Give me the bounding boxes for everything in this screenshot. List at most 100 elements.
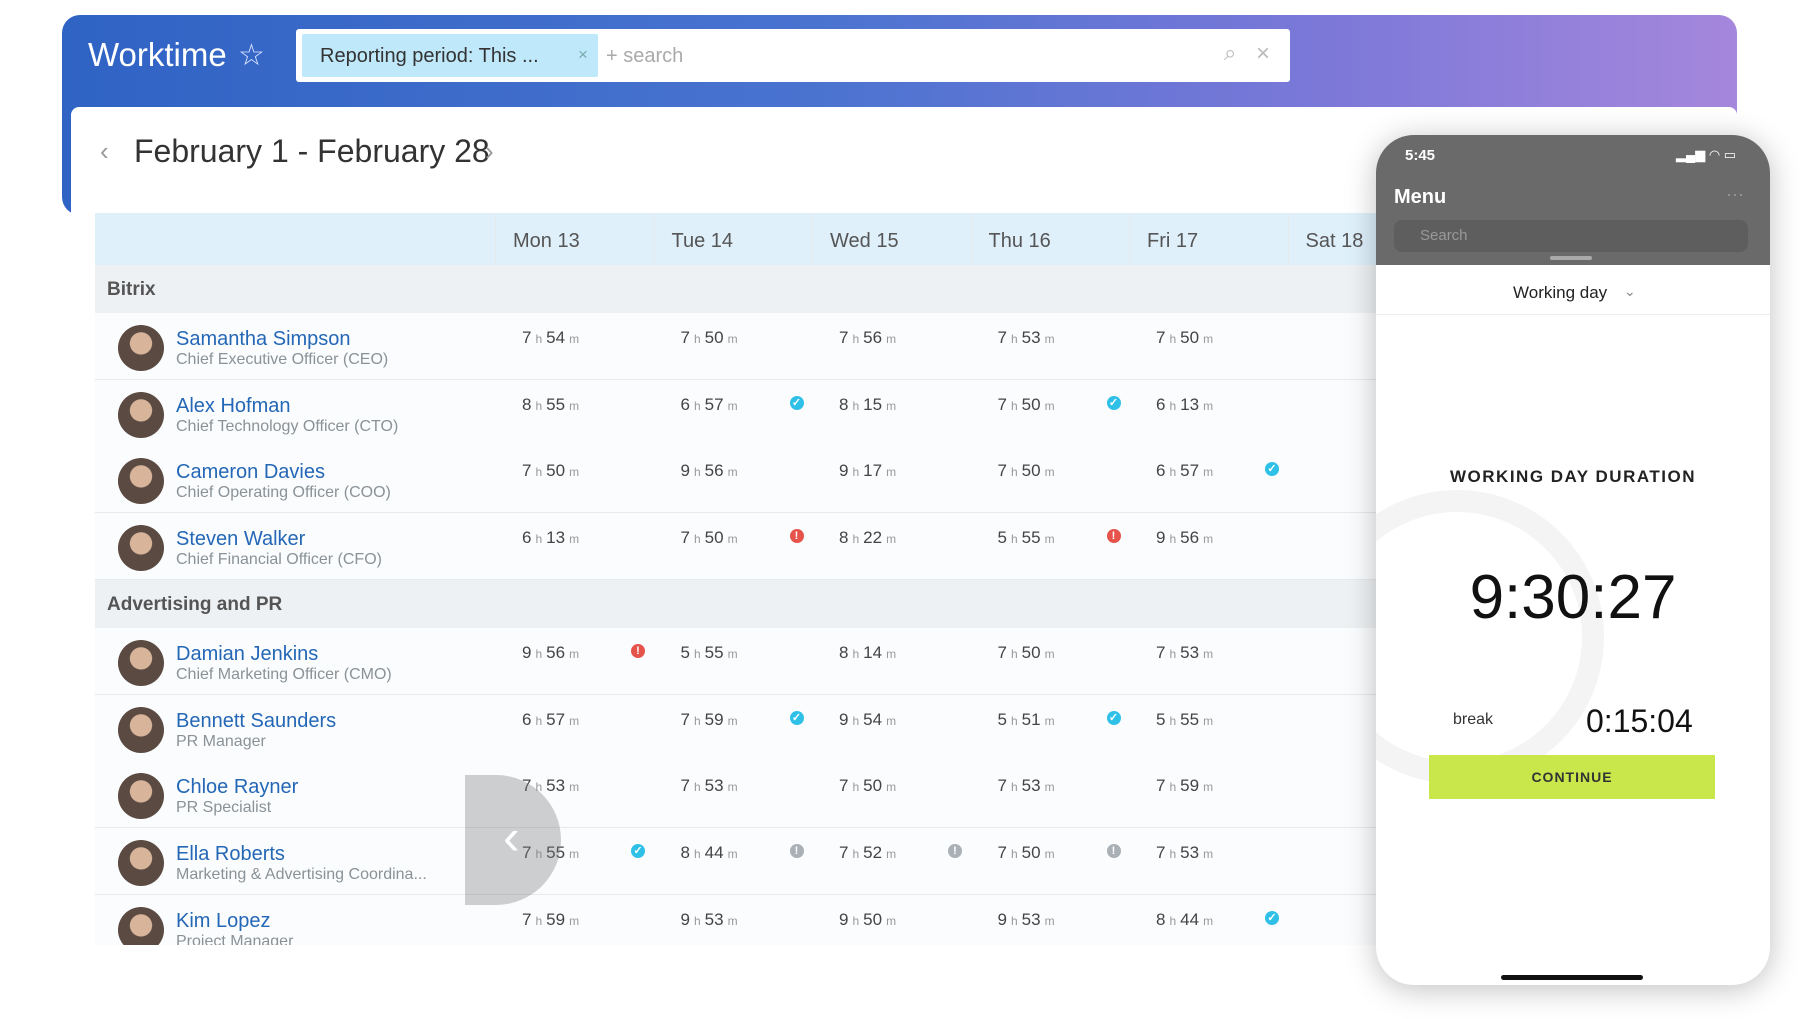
hour-unit: h xyxy=(535,846,543,861)
status-icon[interactable]: ! xyxy=(631,643,645,658)
status-icon[interactable]: ! xyxy=(1106,843,1121,858)
time-cell: 7 h 53 m xyxy=(1156,843,1217,863)
minute-unit: m xyxy=(1203,846,1214,861)
hour-unit: h xyxy=(535,465,543,480)
status-icon[interactable]: ✓ xyxy=(1265,910,1279,925)
minute-unit: m xyxy=(1044,846,1055,861)
hour-unit: h xyxy=(693,846,701,861)
chip-close[interactable]: × xyxy=(578,45,588,64)
star-icon[interactable]: ☆ xyxy=(238,39,265,72)
minute-unit: m xyxy=(886,398,897,413)
minute-unit: m xyxy=(727,913,738,928)
minutes: 56 xyxy=(546,642,566,662)
status-icon[interactable]: ! xyxy=(789,843,804,858)
employee-name[interactable]: Samantha Simpson xyxy=(176,328,351,350)
minute-unit: m xyxy=(1203,713,1214,728)
minutes: 53 xyxy=(1021,909,1041,929)
time-cell: 8 h 22 m xyxy=(839,528,900,548)
minutes: 55 xyxy=(1021,528,1041,548)
hours: 7 xyxy=(1156,842,1166,862)
employee-name[interactable]: Alex Hofman xyxy=(176,394,291,417)
search-icon[interactable]: ⌕ xyxy=(1224,40,1237,65)
status-clock: 5:45 xyxy=(1405,147,1436,164)
next-arrow[interactable]: › xyxy=(485,136,494,166)
minute-unit: m xyxy=(569,713,580,728)
time-cell: 7 h 50 m xyxy=(998,843,1059,863)
search-placeholder[interactable]: + search xyxy=(606,45,684,67)
minutes: 50 xyxy=(1021,642,1041,662)
filter-chip[interactable] xyxy=(302,34,598,77)
status-icon[interactable]: ! xyxy=(948,843,962,858)
home-indicator xyxy=(1501,975,1643,980)
status-icon[interactable]: ✓ xyxy=(789,395,804,410)
status-icon[interactable]: ✓ xyxy=(1106,395,1121,410)
minutes: 50 xyxy=(704,528,724,548)
time-cell: 9 h 53 m xyxy=(998,910,1059,930)
employee-name[interactable]: Cameron Davies xyxy=(176,461,325,484)
column-header: Tue 14 xyxy=(671,230,734,252)
hours: 9 xyxy=(839,709,849,729)
status-icon[interactable]: ✓ xyxy=(631,843,645,858)
employee-name[interactable]: Chloe Rayner xyxy=(176,776,299,799)
status-icon[interactable]: ✓ xyxy=(1106,710,1121,725)
minutes: 17 xyxy=(863,461,883,481)
status-icon[interactable]: ✓ xyxy=(789,710,804,725)
time-cell: 8 h 14 m xyxy=(839,643,900,663)
continue-button[interactable]: CONTINUE xyxy=(1429,755,1715,799)
hours: 5 xyxy=(680,642,690,662)
status-icon[interactable]: ! xyxy=(1106,529,1121,544)
hours: 7 xyxy=(997,394,1007,414)
employee-role: Marketing & Advertising Coordina... xyxy=(176,865,427,883)
hours: 7 xyxy=(680,776,690,796)
minute-unit: m xyxy=(727,532,738,547)
time-cell: 7 h 50 m xyxy=(681,528,742,548)
hour-unit: h xyxy=(852,465,860,480)
employee-name[interactable]: Ella Roberts xyxy=(176,842,285,865)
minute-unit: m xyxy=(1044,465,1055,480)
time-cell: 9 h 56 m xyxy=(1156,528,1217,548)
hour-unit: h xyxy=(1010,465,1018,480)
hour-unit: h xyxy=(535,532,543,547)
minute-unit: m xyxy=(569,913,580,928)
dropdown-caret[interactable]: ⌄ xyxy=(1624,283,1636,299)
hour-unit: h xyxy=(535,913,543,928)
minutes: 53 xyxy=(1021,328,1041,347)
employee-name[interactable]: Steven Walker xyxy=(176,528,306,551)
minute-unit: m xyxy=(1044,398,1055,413)
hour-unit: h xyxy=(693,780,701,795)
column-header: Wed 15 xyxy=(830,230,899,252)
hour-unit: h xyxy=(693,332,701,346)
hour-unit: h xyxy=(693,646,701,661)
time-cell: 8 h 44 m xyxy=(681,843,742,863)
hours: 7 xyxy=(997,842,1007,862)
minute-unit: m xyxy=(569,332,580,346)
minute-unit: m xyxy=(1044,713,1055,728)
menu-dots[interactable]: ··· xyxy=(1726,184,1744,204)
status-icon[interactable]: ✓ xyxy=(1265,462,1279,477)
hours: 8 xyxy=(839,528,849,548)
time-cell: 7 h 59 m xyxy=(522,910,583,930)
minutes: 54 xyxy=(863,709,883,729)
prev-arrow[interactable]: ‹ xyxy=(100,136,109,166)
duration: 9:30:27 xyxy=(1469,563,1677,632)
minute-unit: m xyxy=(569,846,580,861)
dropdown[interactable]: Working day xyxy=(1513,283,1608,302)
employee-name[interactable]: Kim Lopez xyxy=(176,909,271,932)
hour-unit: h xyxy=(1169,465,1177,480)
time-cell: 6 h 57 m xyxy=(681,395,742,415)
employee-name[interactable]: Damian Jenkins xyxy=(176,642,319,665)
phone-search-box[interactable] xyxy=(1394,220,1748,252)
avatar xyxy=(118,458,164,505)
hour-unit: h xyxy=(693,713,701,728)
status-icon[interactable]: ! xyxy=(789,529,804,544)
hour-unit: h xyxy=(693,532,701,547)
time-cell: 6 h 57 m xyxy=(522,710,583,730)
hour-unit: h xyxy=(1169,713,1177,728)
hours: 7 xyxy=(1156,642,1166,662)
avatar xyxy=(118,773,164,820)
hour-unit: h xyxy=(1010,332,1018,346)
minutes: 44 xyxy=(704,842,724,862)
clear-icon[interactable]: × xyxy=(1256,40,1271,67)
hour-unit: h xyxy=(852,846,860,861)
employee-name[interactable]: Bennett Saunders xyxy=(176,709,337,732)
